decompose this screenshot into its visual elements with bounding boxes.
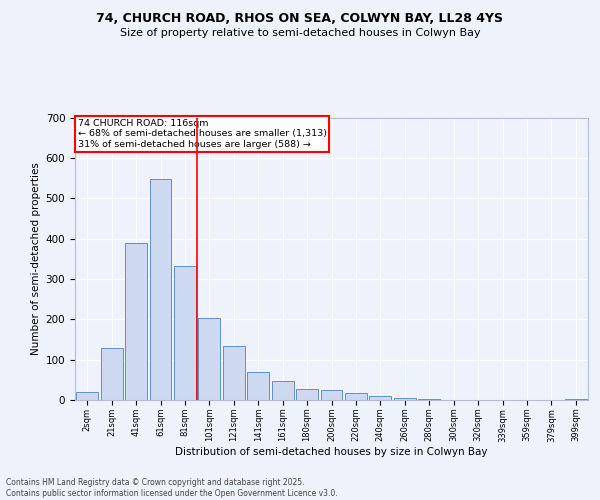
Y-axis label: Number of semi-detached properties: Number of semi-detached properties [31,162,41,355]
Text: Contains HM Land Registry data © Crown copyright and database right 2025.
Contai: Contains HM Land Registry data © Crown c… [6,478,338,498]
Text: 74 CHURCH ROAD: 116sqm
← 68% of semi-detached houses are smaller (1,313)
31% of : 74 CHURCH ROAD: 116sqm ← 68% of semi-det… [77,119,326,148]
X-axis label: Distribution of semi-detached houses by size in Colwyn Bay: Distribution of semi-detached houses by … [175,447,488,457]
Bar [272,382,293,400]
Bar [76,392,98,400]
Bar [174,266,196,400]
Bar [199,318,220,400]
Bar [345,392,367,400]
Bar [320,390,343,400]
Bar [296,389,318,400]
Text: Size of property relative to semi-detached houses in Colwyn Bay: Size of property relative to semi-detach… [119,28,481,38]
Text: 74, CHURCH ROAD, RHOS ON SEA, COLWYN BAY, LL28 4YS: 74, CHURCH ROAD, RHOS ON SEA, COLWYN BAY… [97,12,503,26]
Bar [418,399,440,400]
Bar [370,396,391,400]
Bar [223,346,245,400]
Bar [101,348,122,400]
Bar [247,372,269,400]
Bar [565,399,587,400]
Bar [394,398,416,400]
Bar [125,244,147,400]
Bar [149,179,172,400]
